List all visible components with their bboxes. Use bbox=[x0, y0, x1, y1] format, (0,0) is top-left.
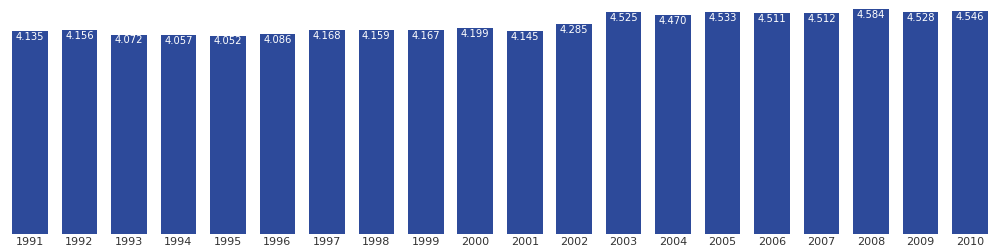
Text: 4.167: 4.167 bbox=[411, 31, 440, 41]
Bar bbox=[952, 11, 988, 234]
Bar bbox=[161, 35, 196, 234]
Bar bbox=[655, 15, 691, 234]
Text: 4.528: 4.528 bbox=[906, 13, 935, 23]
Text: 4.168: 4.168 bbox=[313, 30, 341, 40]
Bar bbox=[210, 36, 246, 234]
Text: 4.584: 4.584 bbox=[857, 10, 885, 20]
Text: 4.159: 4.159 bbox=[362, 31, 391, 41]
Text: 4.511: 4.511 bbox=[758, 14, 786, 24]
Bar bbox=[606, 12, 641, 234]
Text: 4.512: 4.512 bbox=[807, 14, 836, 24]
Bar bbox=[359, 30, 394, 234]
Text: 4.086: 4.086 bbox=[263, 35, 292, 45]
Text: 4.145: 4.145 bbox=[510, 32, 539, 42]
Bar bbox=[309, 30, 345, 234]
Bar bbox=[12, 32, 48, 234]
Text: 4.057: 4.057 bbox=[164, 36, 193, 46]
Bar bbox=[457, 28, 493, 234]
Text: 4.285: 4.285 bbox=[560, 25, 588, 35]
Text: 4.156: 4.156 bbox=[65, 31, 94, 41]
Bar bbox=[111, 34, 147, 234]
Text: 4.072: 4.072 bbox=[115, 35, 143, 45]
Bar bbox=[754, 13, 790, 234]
Text: 4.135: 4.135 bbox=[16, 32, 44, 42]
Bar bbox=[408, 30, 444, 234]
Text: 4.052: 4.052 bbox=[214, 36, 242, 46]
Bar bbox=[556, 24, 592, 234]
Bar bbox=[62, 30, 97, 234]
Text: 4.546: 4.546 bbox=[956, 12, 984, 22]
Bar bbox=[804, 13, 839, 234]
Text: 4.199: 4.199 bbox=[461, 29, 490, 39]
Bar bbox=[260, 34, 295, 234]
Bar bbox=[903, 12, 938, 234]
Bar bbox=[853, 10, 889, 234]
Text: 4.533: 4.533 bbox=[708, 13, 737, 23]
Text: 4.470: 4.470 bbox=[659, 16, 687, 26]
Bar bbox=[507, 31, 543, 234]
Text: 4.525: 4.525 bbox=[609, 13, 638, 23]
Bar bbox=[705, 12, 740, 234]
